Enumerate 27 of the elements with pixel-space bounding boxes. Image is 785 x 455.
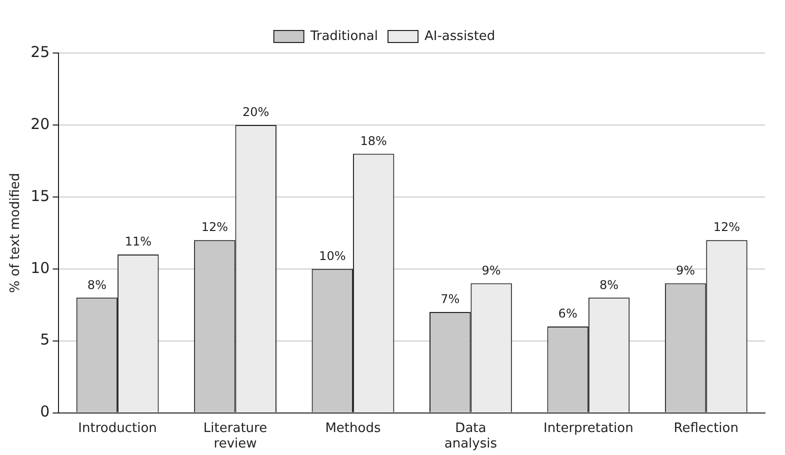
x-tick-label: Reflection [674, 420, 738, 436]
y-tick-label: 25 [30, 42, 50, 61]
data-label: 12% [713, 220, 740, 234]
y-tick-label: 10 [30, 258, 50, 277]
data-label: 8% [87, 278, 106, 292]
legend-label: AI-assisted [424, 28, 496, 44]
data-label: 6% [558, 306, 578, 321]
data-label: 8% [600, 278, 619, 292]
data-label: 18% [360, 134, 387, 148]
x-tick-label: Introduction [78, 420, 157, 436]
legend-label: Traditional [309, 28, 378, 44]
x-tick-label: Literature review [203, 420, 268, 452]
data-label: 7% [440, 292, 460, 306]
data-label: 20% [242, 105, 270, 120]
y-tick-label: 0 [40, 402, 50, 421]
y-axis-title: % of text modified [8, 172, 24, 293]
x-tick-label: Methods [325, 420, 381, 436]
data-label: 10% [319, 249, 346, 264]
data-label: 12% [201, 220, 228, 234]
data-label: 11% [124, 234, 152, 249]
x-tick-label: Data analysis [444, 420, 498, 452]
y-tick-label: 15 [30, 186, 50, 205]
data-label: 9% [676, 263, 696, 278]
y-tick-label: 20 [30, 114, 50, 133]
data-label: 9% [482, 263, 501, 278]
x-tick-label: Interpretation [544, 420, 634, 436]
y-tick-label: 5 [40, 330, 50, 349]
